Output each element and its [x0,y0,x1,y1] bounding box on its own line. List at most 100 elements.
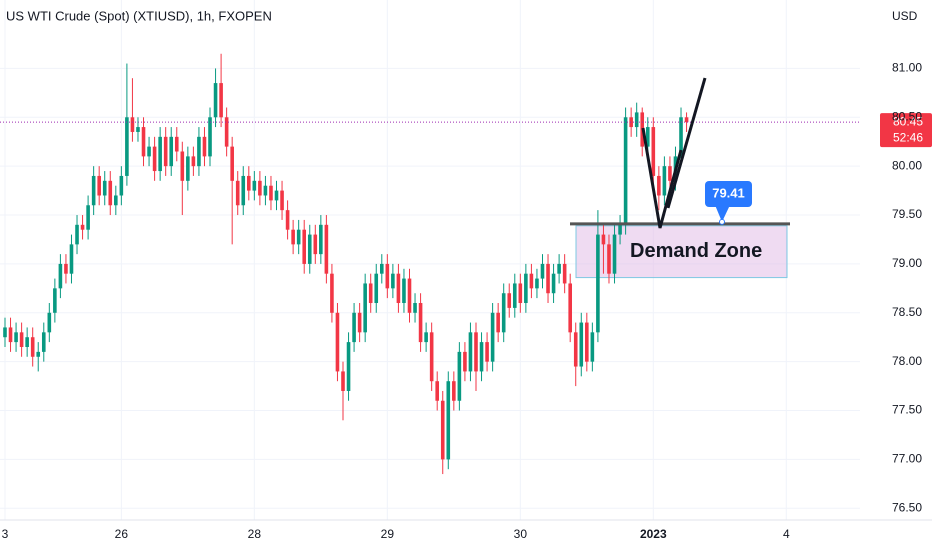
candle-body [368,283,373,304]
candle-body [540,263,545,279]
candle-body [529,273,534,289]
y-tick-label: 80.50 [892,109,922,123]
candle-body [114,195,118,206]
candle-body [418,303,423,343]
candle-body [357,312,362,333]
candle-body [191,156,196,167]
candle-body [407,278,412,313]
candle-body [219,83,223,118]
candle-body [618,224,622,235]
candle-body [479,342,484,372]
callout-anchor [719,218,725,225]
candle-body [197,136,201,167]
candle-body [662,166,667,196]
candle-body [136,127,140,132]
y-tick-label: 79.50 [892,207,922,221]
candle-body [53,288,57,313]
candle-body [396,273,401,304]
candle-body [612,234,617,274]
candle-body [623,117,628,225]
candle-body [546,263,550,294]
candle-body [263,185,268,196]
candle-body [213,83,218,118]
candle-body [341,371,345,391]
candle-body [302,229,307,264]
candle-body [14,332,18,343]
candle-body [86,205,90,230]
candle-body [19,332,24,347]
y-tick-label: 78.50 [892,305,922,319]
candle-body [601,234,606,245]
zone-label: Demand Zone [630,240,762,262]
candle-body [58,263,63,289]
candle-body [379,263,384,274]
candle-body [91,175,96,206]
candle-body [97,175,101,196]
candle-body [634,112,639,128]
candle-body [247,175,251,191]
y-tick-label: 80.00 [892,158,922,172]
candle-body [645,127,650,147]
candle-body [69,244,74,274]
candle-body [25,337,29,347]
zone-layer [575,225,788,279]
candle-body [241,175,246,206]
y-tick-label: 77.00 [892,452,922,466]
candle-body [108,180,113,206]
candle-body [208,117,212,157]
candle-body [446,381,451,460]
candle-body [496,312,500,333]
candle-body [330,273,334,313]
candle-body [391,273,395,289]
pattern-line [666,77,707,209]
y-tick-label: 76.50 [892,500,922,514]
demand-zone [575,225,788,279]
candle-body [429,332,434,382]
x-tick-label: 4 [783,527,790,541]
candle-body [30,337,35,357]
candle-body [36,351,41,357]
candle-body [668,166,672,181]
candle-body [252,180,257,191]
candle-body [235,180,240,206]
candle-body [363,283,367,333]
candle-body [485,342,489,362]
candle-body [3,327,7,338]
candle-body [307,234,312,264]
candle-body [174,136,179,152]
candle-body [163,136,168,167]
candle-body [518,283,523,304]
candle-body [629,117,633,128]
candle-body [385,263,390,289]
chart-title: US WTI Crude (Spot) (XTIUSD), 1h, FXOPEN [6,8,272,23]
candle-body [452,381,456,401]
candle-body [285,210,290,230]
candle-body [590,332,595,362]
candle-body [269,185,273,201]
candle-body [102,180,107,196]
candle-body [130,117,135,132]
candle-body [524,273,528,304]
overlay: Demand Zone 80.45 52:46 79.41 [0,113,932,262]
candle-body [374,273,379,304]
candle-body [313,234,318,255]
candle-body [596,234,600,333]
y-tick-label: 78.00 [892,354,922,368]
candle-body [80,224,85,230]
candle-body [169,136,174,167]
candle-body [319,224,323,255]
price-box [880,113,932,148]
candle-body [335,312,340,372]
candle-body [435,381,440,401]
candle-body [41,332,46,352]
candle-body [75,224,79,245]
candle-body [535,278,539,289]
candle-body [352,312,356,343]
candle-body [64,263,68,274]
candle-body [224,117,229,147]
candle-body [501,293,506,333]
candle-body [296,229,301,245]
candle-body [8,327,13,343]
candle-body [230,146,234,181]
candle-body [158,136,162,172]
